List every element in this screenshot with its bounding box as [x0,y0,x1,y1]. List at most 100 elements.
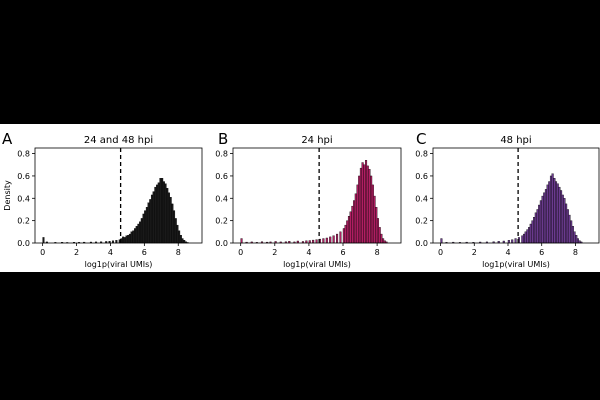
histogram-bar [543,192,546,244]
histogram-bar [322,238,325,244]
histogram-bar [553,178,556,244]
histogram-bar [162,181,165,244]
histogram-bar [346,220,349,244]
x-tick-label: 4 [306,248,311,257]
histogram-bar [359,167,362,244]
histogram-bar [312,239,315,244]
histogram-bar [132,230,135,244]
x-tick-label: 6 [340,248,345,257]
histogram-bar [128,233,131,244]
panel-b: 0 2 4 6 8 0.0 0.2 0.4 0.6 0.8 24 hpi log1p(viral UM… [215,130,402,269]
y-tick-label: 0.0 [215,239,228,248]
y-tick-label: 0.6 [17,172,30,181]
histogram-bar [375,207,378,244]
x-axis-label: log1p(viral UMIs) [482,260,550,269]
histogram-bar [240,238,243,244]
histogram-bar [144,210,147,244]
histogram-bar [575,235,578,244]
x-tick-label: 2 [272,248,277,257]
y-tick-label: 0.0 [415,239,428,248]
histogram-bar [329,236,332,244]
y-tick-label: 0.4 [215,194,228,203]
histogram-bar [565,203,568,244]
histogram-bar [558,186,561,244]
histogram-bar [371,184,374,244]
y-tick-label: 0.2 [215,217,228,226]
x-axis-label: log1p(viral UMIs) [283,260,351,269]
histogram-bar [563,198,566,244]
histogram-bar [147,202,150,244]
panel-letter: B [218,130,228,148]
histogram-bar [538,204,541,244]
histogram-bar [358,175,361,244]
histogram-bar [173,210,176,244]
histogram-bar [176,224,179,244]
histogram-bar [342,228,345,244]
axes-frame [432,147,600,244]
histogram-bar [368,169,371,244]
panel-a: 0 2 4 6 8 0.0 0.2 0.4 0.6 0.8 24 and 48 hpi log1p(v… [2,130,203,269]
histogram-bar [376,218,380,244]
histogram-bar [549,175,552,244]
histogram-bar [366,165,369,244]
histogram-bar [183,240,186,244]
y-tick-label: 0.6 [415,172,428,181]
histogram-bar [130,231,133,244]
histogram-bar [548,181,551,244]
histogram-bar [361,162,364,244]
histogram-bar [566,209,569,244]
histogram-bar [125,235,128,244]
x-tick-label: 0 [40,248,45,257]
panel-title: 24 and 48 hpi [84,135,153,146]
y-tick-label: 0.8 [215,150,228,159]
x-tick-label: 8 [573,248,578,257]
histogram-bar [347,216,351,244]
histogram-bar [526,229,529,244]
plot-area [433,148,599,243]
histogram-bar [531,220,534,244]
y-tick-label: 0.2 [17,217,30,226]
histogram-bar [365,160,368,244]
x-tick-label: 6 [539,248,544,257]
x-tick-label: 4 [505,248,510,257]
x-tick-label: 4 [108,248,113,257]
histogram-bar [157,182,160,244]
histogram-bar [179,235,182,244]
histogram-bar [127,235,130,244]
histogram-bar [159,178,162,244]
x-tick-label: 0 [438,248,443,257]
histogram-bar [315,239,318,244]
histogram-bar [150,194,154,244]
histogram-bar [325,237,328,244]
histogram-bar [382,238,385,244]
histogram-bar [576,238,579,244]
histogram-bar [570,220,573,244]
axes-frame [232,147,402,244]
histogram-bar [522,233,526,244]
x-tick-label: 0 [238,248,243,257]
histogram-bar [152,191,155,244]
x-tick-label: 2 [74,248,79,257]
y-tick-label: 0.2 [415,217,428,226]
histogram-bar [380,233,383,244]
y-axis-label: Density [3,180,12,211]
panel-letter: C [416,130,426,148]
histogram-bar [171,203,174,244]
x-tick-label: 2 [472,248,477,257]
histogram-bar [356,184,359,244]
axes-frame [34,147,203,244]
histogram-bar [161,178,164,244]
histogram-bar [140,218,143,244]
histogram-bar [349,211,352,244]
histogram-bar [134,228,137,244]
histogram-bar [353,200,356,244]
histogram-bar [546,184,549,244]
histogram-bar [336,233,339,244]
histogram-bar [142,213,145,244]
histogram-bar [339,231,342,244]
histogram-bar [560,190,563,244]
histogram-bar [178,230,181,244]
panel-letter: A [2,130,13,148]
